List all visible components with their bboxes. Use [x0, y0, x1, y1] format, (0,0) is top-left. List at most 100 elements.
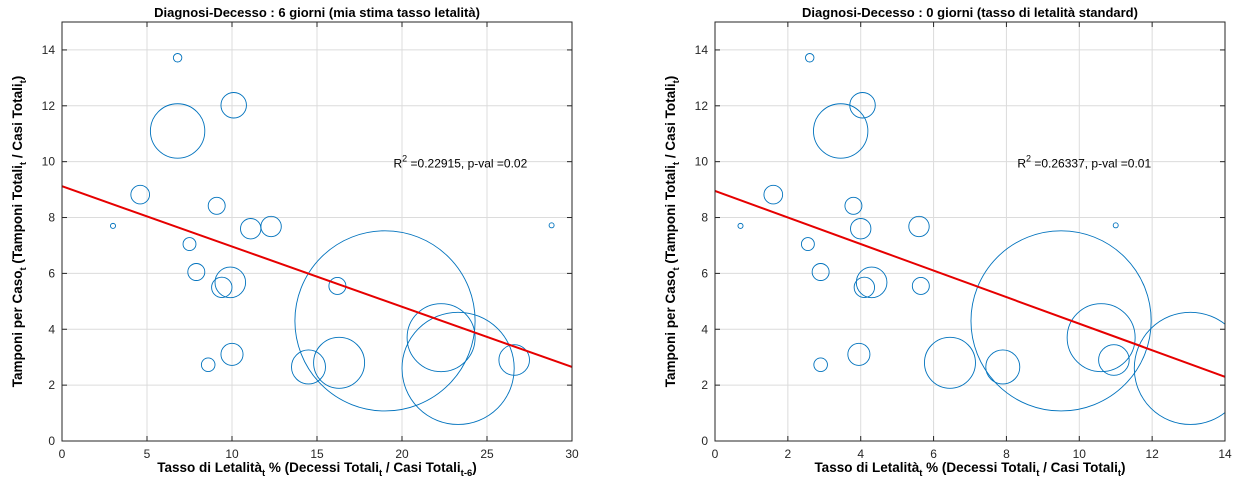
data-point — [109, 222, 116, 229]
x-tick-label: 0 — [712, 447, 719, 461]
y-tick-label: 2 — [48, 378, 55, 392]
x-label-mid: % (Decessi Totali — [265, 460, 379, 475]
data-point — [200, 357, 216, 372]
x-label-sub: t — [1118, 468, 1122, 479]
data-point — [291, 349, 326, 385]
x-tick-label: 15 — [310, 447, 324, 461]
data-points — [737, 53, 1225, 425]
x-tick-label: 25 — [480, 447, 494, 461]
data-point — [207, 196, 226, 215]
x-label-sub: t — [262, 468, 266, 479]
data-point — [401, 311, 515, 425]
r2-superscript: 2 — [1026, 153, 1031, 163]
stats-annotation: R2 =0.26337, p-val =0.01 — [1017, 153, 1151, 170]
y-label-end: ) — [10, 76, 25, 81]
stats-annotation: R2 =0.22915, p-val =0.02 — [394, 153, 528, 170]
x-label-mid2: / Casi Totali — [1039, 460, 1118, 475]
y-tick-label: 0 — [48, 434, 55, 448]
y-label-end: ) — [663, 76, 678, 81]
data-point — [924, 336, 976, 389]
r2-label: R — [394, 156, 403, 170]
chart-title: Diagnosi-Decesso : 6 giorni (mia stima t… — [154, 5, 480, 20]
data-point — [805, 53, 815, 63]
data-point — [220, 342, 244, 366]
data-point — [847, 342, 871, 366]
y-tick-label: 6 — [48, 266, 55, 280]
x-axis-label: Tasso di Letalitàt % (Decessi Totalit / … — [814, 460, 1125, 479]
data-point — [985, 349, 1021, 385]
y-tick-label: 8 — [701, 211, 708, 225]
data-point — [220, 92, 247, 119]
data-point — [211, 276, 233, 299]
y-tick-label: 4 — [701, 322, 708, 336]
x-tick-label: 30 — [565, 447, 579, 461]
y-tick-label: 12 — [42, 99, 56, 113]
y-tick-label: 14 — [695, 43, 709, 57]
y-label-mid2: / Casi Totali — [663, 83, 678, 162]
x-label-sub: t-6 — [461, 468, 473, 479]
y-tick-label: 6 — [701, 266, 708, 280]
data-point — [911, 277, 930, 295]
chart-title: Diagnosi-Decesso : 0 giorni (tasso di le… — [802, 5, 1138, 20]
y-axis-label: Tamponi per Casot (Tamponi Totalit / Cas… — [663, 76, 682, 388]
y-label-sub: t — [18, 79, 29, 83]
x-tick-label: 14 — [1218, 447, 1232, 461]
x-label-end: ) — [472, 460, 477, 475]
x-tick-label: 10 — [225, 447, 239, 461]
data-point — [763, 184, 784, 205]
data-point — [1133, 311, 1225, 425]
data-point — [260, 215, 282, 238]
data-point — [187, 263, 206, 281]
x-tick-label: 20 — [395, 447, 409, 461]
x-label-mid: % (Decessi Totali — [922, 460, 1036, 475]
data-point — [800, 237, 815, 251]
data-point — [313, 336, 366, 389]
y-tick-label: 4 — [48, 322, 55, 336]
y-label-sub: t — [671, 161, 682, 165]
data-point — [1066, 303, 1136, 373]
x-tick-label: 5 — [144, 447, 151, 461]
x-axis-label: Tasso di Letalitàt % (Decessi Totalit / … — [157, 460, 477, 479]
y-tick-label: 2 — [701, 378, 708, 392]
data-point — [548, 222, 555, 229]
y-tick-label: 10 — [695, 155, 709, 169]
data-point — [498, 344, 530, 376]
data-point — [149, 103, 206, 159]
y-label-main: Tamponi per Caso — [10, 271, 25, 388]
data-point — [172, 53, 183, 63]
stats-text: =0.26337, p-val =0.01 — [1031, 156, 1151, 170]
y-label-sub: t — [18, 267, 29, 271]
stats-text: =0.22915, p-val =0.02 — [407, 156, 527, 170]
y-label-mid: (Tamponi Totali — [10, 165, 25, 267]
plot-frame — [714, 21, 1226, 442]
regression-line — [62, 185, 572, 368]
x-tick-label: 4 — [857, 447, 864, 461]
y-label-mid: (Tamponi Totali — [663, 165, 678, 267]
data-point — [853, 276, 876, 299]
y-label-mid2: / Casi Totali — [10, 83, 25, 162]
plot-frame — [61, 21, 573, 442]
x-label-main: Tasso di Letalità — [157, 460, 262, 475]
data-point — [908, 215, 930, 238]
data-point — [844, 196, 863, 215]
data-point — [850, 218, 872, 240]
x-label-sub: t — [1036, 468, 1040, 479]
x-label-sub: t — [379, 468, 383, 479]
data-point — [406, 303, 476, 373]
data-point — [182, 237, 197, 251]
x-label-mid2: / Casi Totali — [382, 460, 461, 475]
y-label-sub: t — [671, 79, 682, 83]
data-point — [1098, 344, 1130, 376]
regression-line — [715, 190, 1225, 378]
y-label-sub: t — [671, 267, 682, 271]
x-label-sub: t — [919, 468, 923, 479]
y-tick-label: 12 — [695, 99, 709, 113]
data-point — [970, 230, 1152, 412]
x-tick-label: 2 — [785, 447, 792, 461]
y-tick-label: 10 — [42, 155, 56, 169]
r2-superscript: 2 — [402, 153, 407, 163]
data-point — [240, 218, 262, 240]
